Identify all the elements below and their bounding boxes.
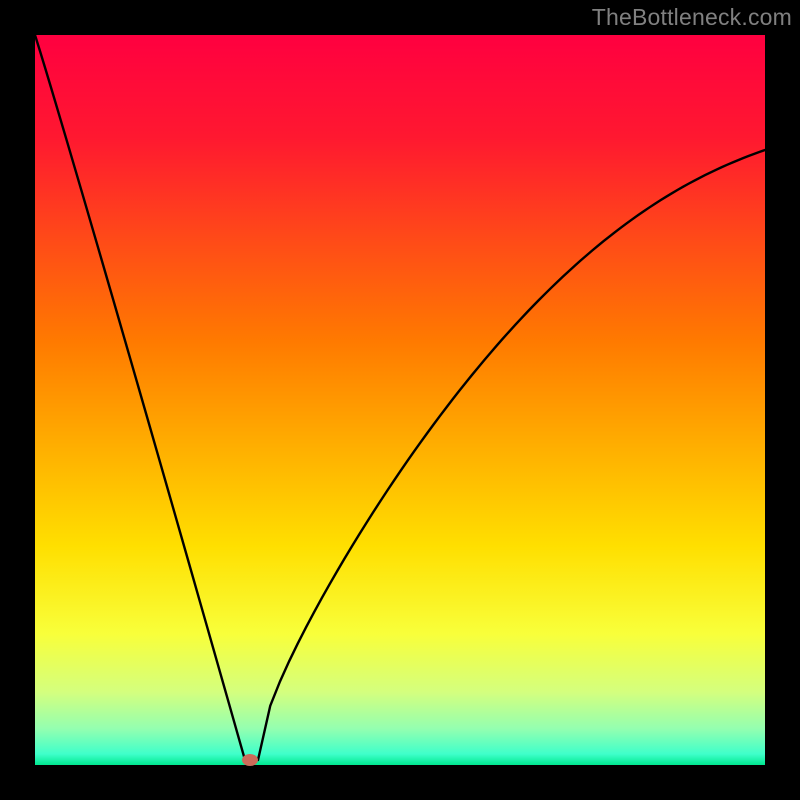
watermark-text: TheBottleneck.com <box>592 4 792 31</box>
vertex-marker <box>242 754 258 766</box>
chart-svg <box>0 0 800 800</box>
gradient-background <box>35 35 765 765</box>
chart-container: TheBottleneck.com <box>0 0 800 800</box>
